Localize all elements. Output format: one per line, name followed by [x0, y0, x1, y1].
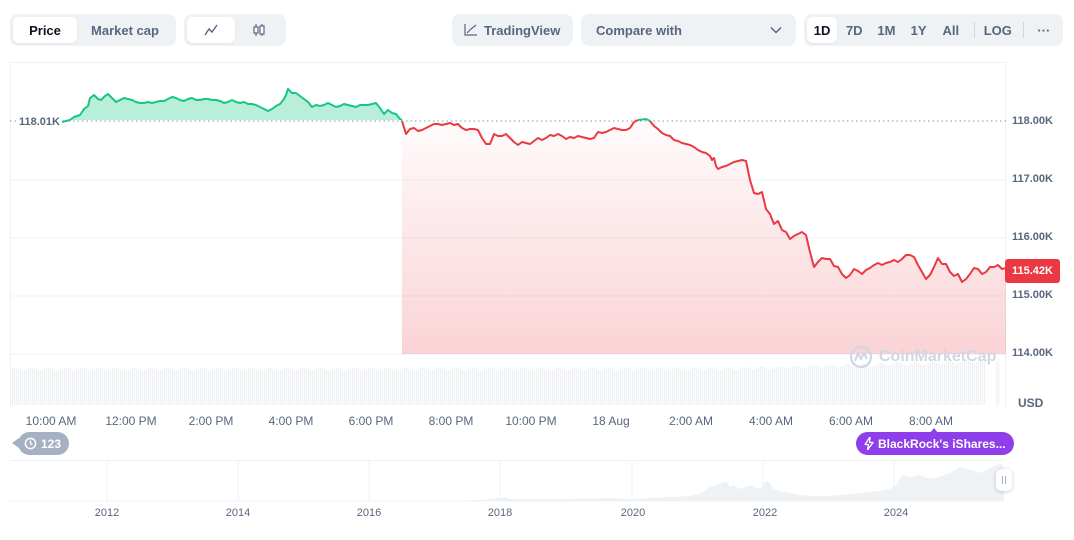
- x-tick: 10:00 PM: [505, 414, 557, 428]
- tradingview-icon: [464, 24, 477, 36]
- volume-bars: [10, 359, 1000, 405]
- range-all[interactable]: All: [942, 22, 960, 38]
- navigator-year: 2016: [356, 507, 382, 519]
- tradingview-button[interactable]: TradingView: [452, 14, 573, 46]
- red-area: [402, 120, 1006, 354]
- plot-frame: [10, 62, 1006, 407]
- candlestick-icon: [253, 24, 265, 36]
- y-tick: 114.00K: [1012, 347, 1053, 359]
- range-1y[interactable]: 1Y: [910, 22, 927, 38]
- x-tick: 12:00 PM: [105, 414, 157, 428]
- chevron-down-icon: [770, 26, 782, 34]
- y-tick: 118.00K: [1012, 115, 1053, 127]
- compare-label: Compare with: [596, 22, 682, 38]
- x-tick: 6:00 PM: [348, 414, 394, 428]
- x-tick: 8:00 AM: [908, 414, 954, 428]
- line-chart-icon: [204, 24, 218, 36]
- green-line: [61, 88, 403, 123]
- green-area: [62, 89, 402, 122]
- price-marketcap-toggle: Price Market cap: [10, 14, 176, 46]
- navigator-year: 2018: [487, 507, 513, 519]
- open-price-label: 118.01K: [17, 116, 62, 128]
- green-line-bump: [637, 117, 651, 122]
- x-tick: 4:00 AM: [748, 414, 794, 428]
- coinmarketcap-logo-icon: [849, 345, 873, 369]
- grip-icon: [1002, 476, 1006, 484]
- x-tick: 10:00 AM: [25, 414, 77, 428]
- red-line-2: [649, 120, 1006, 283]
- watermark-text: CoinMarketCap: [879, 348, 997, 365]
- y-tick: 115.00K: [1012, 289, 1053, 301]
- price-chart[interactable]: [10, 62, 1006, 407]
- navigator-drag-handle[interactable]: [996, 469, 1012, 491]
- history-events-badge[interactable]: 123: [11, 432, 70, 455]
- news-title: BlackRock's iShares...: [878, 436, 1006, 451]
- x-tick: 6:00 AM: [828, 414, 874, 428]
- y-tick: 117.00K: [1012, 173, 1053, 185]
- history-count: 123: [41, 436, 62, 451]
- range-7d[interactable]: 7D: [845, 22, 863, 38]
- range-navigator[interactable]: [10, 460, 1004, 502]
- range-1d[interactable]: 1D: [807, 17, 838, 43]
- tradingview-label: TradingView: [484, 22, 561, 38]
- x-tick: 18 Aug: [592, 414, 630, 428]
- candlestick-chart-button[interactable]: [235, 17, 283, 43]
- lightning-icon: [864, 437, 874, 450]
- compare-with-dropdown[interactable]: Compare with: [581, 14, 796, 46]
- current-price-badge: 115.42K: [1005, 259, 1060, 283]
- navigator-year: 2022: [752, 507, 778, 519]
- y-tick: 116.00K: [1012, 231, 1053, 243]
- navigator-year: 2020: [620, 507, 646, 519]
- coinmarketcap-watermark: CoinMarketCap: [849, 345, 996, 369]
- more-options-button[interactable]: ···: [1037, 22, 1051, 38]
- navigator-year: 2014: [225, 507, 251, 519]
- price-chart-svg: [10, 88, 1006, 405]
- chart-type-toggle: [184, 14, 286, 46]
- range-1m[interactable]: 1M: [877, 22, 896, 38]
- log-scale-button[interactable]: LOG: [983, 22, 1012, 38]
- price-tab[interactable]: Price: [13, 17, 77, 43]
- history-icon: [24, 437, 37, 450]
- news-event-badge[interactable]: BlackRock's iShares...: [856, 428, 1014, 455]
- line-chart-button[interactable]: [187, 17, 235, 43]
- divider: [1022, 22, 1024, 38]
- navigator-svg: [10, 461, 1004, 502]
- navigator-year: 2012: [94, 507, 120, 519]
- market-cap-tab[interactable]: Market cap: [91, 22, 159, 38]
- navigator-year: 2024: [883, 507, 909, 519]
- x-tick: 4:00 PM: [268, 414, 314, 428]
- x-tick: 2:00 PM: [188, 414, 234, 428]
- time-range-toggle: 1D 7D 1M 1Y All LOG ···: [804, 14, 1063, 46]
- red-line: [401, 119, 639, 146]
- x-tick: 2:00 AM: [668, 414, 714, 428]
- x-tick: 8:00 PM: [428, 414, 474, 428]
- divider: [973, 22, 975, 38]
- navigator-area: [450, 463, 1004, 501]
- currency-label: USD: [1018, 396, 1044, 410]
